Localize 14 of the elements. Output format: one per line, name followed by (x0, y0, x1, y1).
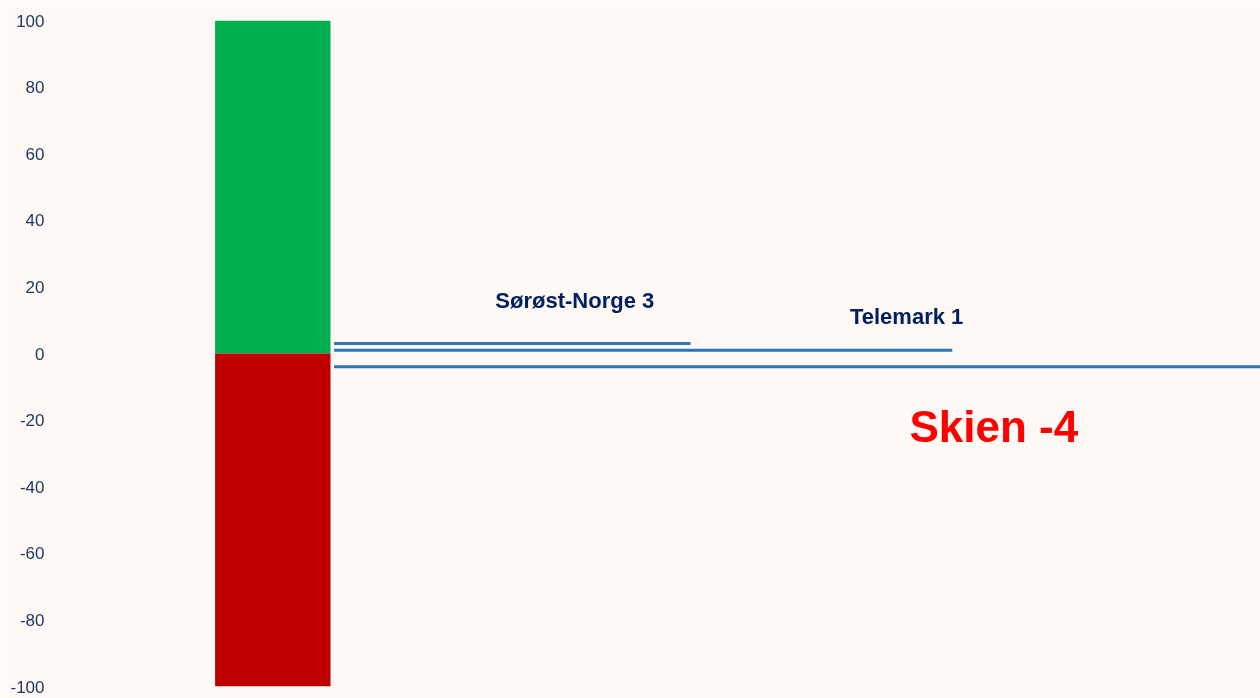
y-tick-label: 80 (25, 78, 45, 98)
y-tick-label: 0 (35, 344, 45, 364)
y-tick-label: -40 (19, 477, 45, 497)
y-tick-label: -100 (10, 677, 45, 697)
y-tick-label: -80 (19, 610, 45, 630)
y-tick-label: 100 (16, 11, 45, 31)
y-tick-label: 20 (25, 277, 45, 297)
y-tick-label: -60 (19, 544, 45, 564)
ref-line-label: Skien -4 (909, 402, 1079, 452)
y-tick-label: -20 (19, 411, 45, 431)
ref-line-label: Telemark 1 (849, 304, 964, 330)
ref-line-label: Sørøst-Norge 3 (495, 287, 655, 313)
y-tick-label: 60 (25, 144, 45, 164)
y-tick-label: 40 (25, 211, 45, 231)
